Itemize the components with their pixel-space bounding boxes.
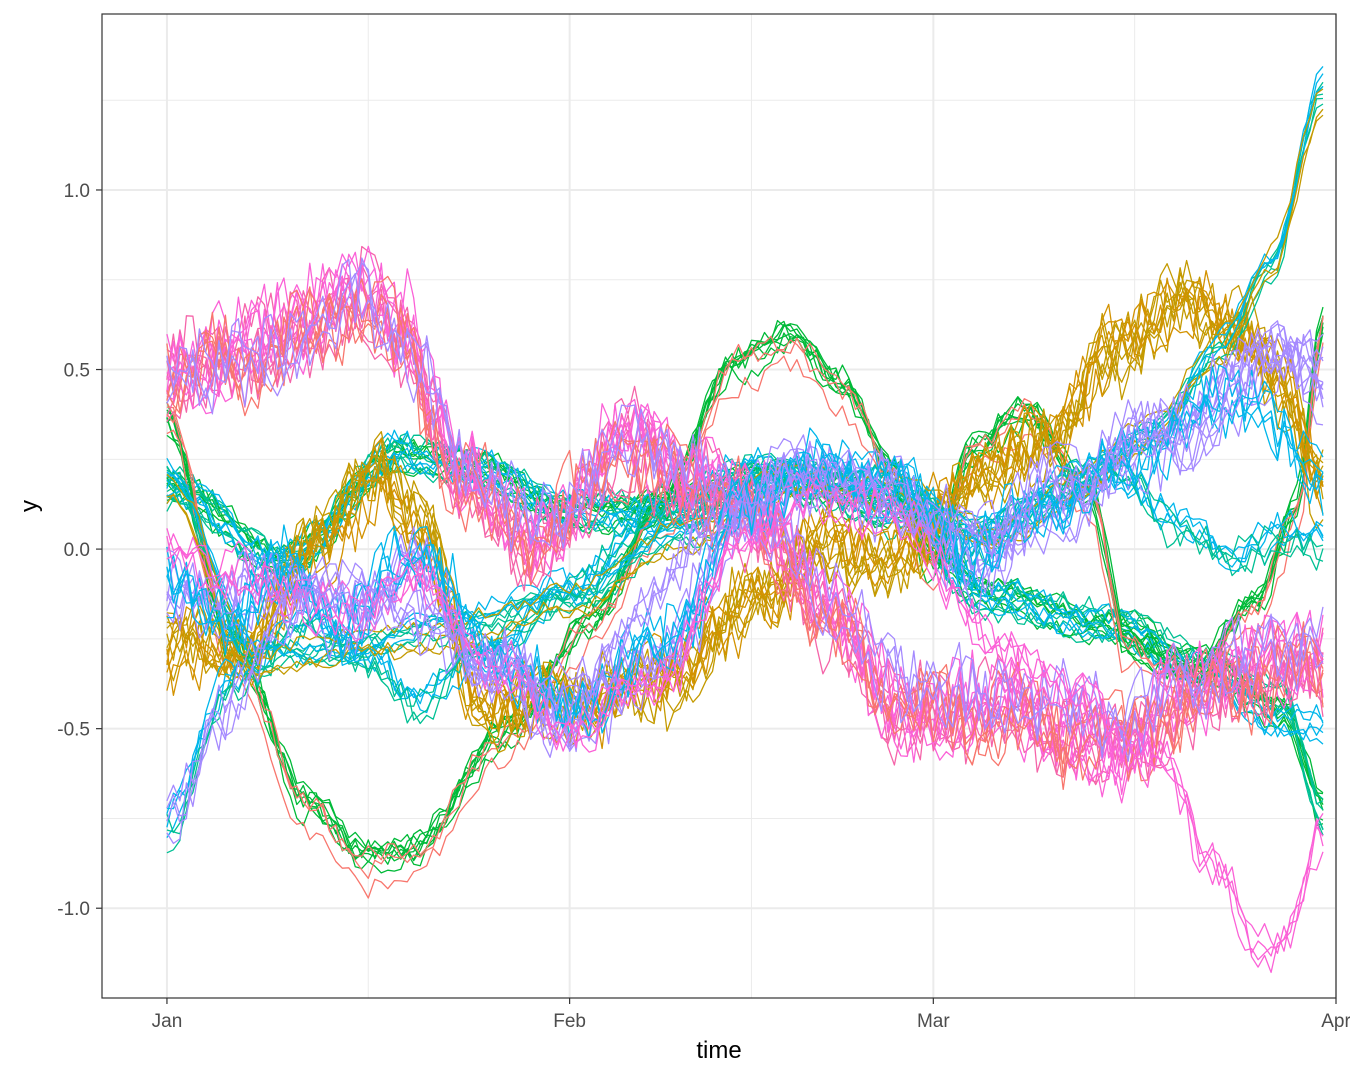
series-line <box>166 342 1324 899</box>
y-tick-label: 1.0 <box>64 181 90 202</box>
x-tick-label: Feb <box>553 1011 586 1032</box>
series-line <box>166 295 1324 747</box>
x-axis-title: time <box>696 1037 741 1064</box>
series-line <box>166 333 1324 845</box>
y-axis-title: y <box>16 500 43 512</box>
series-line <box>166 280 1324 731</box>
panel-border <box>101 13 1337 999</box>
y-tick-label: -1.0 <box>57 899 90 920</box>
y-tick-label: 0.5 <box>64 361 90 382</box>
series-line <box>166 434 1324 805</box>
series-line <box>166 315 1324 879</box>
series-line <box>166 328 1324 730</box>
series-line <box>166 345 1324 824</box>
x-tick-label: Apr <box>1321 1011 1350 1032</box>
series-line <box>166 483 1324 974</box>
series-line <box>166 306 1324 855</box>
series-line <box>166 272 1324 728</box>
x-tick-label: Jan <box>152 1011 183 1032</box>
series-line <box>166 329 1324 817</box>
x-tick-label: Mar <box>917 1011 950 1032</box>
y-tick-label: 0.0 <box>64 540 90 561</box>
series-line <box>166 315 1324 852</box>
y-tick-label: -0.5 <box>57 720 90 741</box>
x-axis: Jan Feb Mar Apr <box>152 998 1350 1032</box>
series-line <box>166 326 1324 752</box>
y-axis: -1.0 -0.5 0.0 0.5 1.0 <box>57 181 102 920</box>
series-line <box>166 287 1324 750</box>
series-line <box>166 262 1324 781</box>
series-line <box>166 317 1324 862</box>
series-line <box>166 323 1324 802</box>
series-line <box>166 317 1324 864</box>
series-line <box>166 476 1324 961</box>
series-line <box>166 283 1324 782</box>
series-lines <box>166 65 1324 974</box>
